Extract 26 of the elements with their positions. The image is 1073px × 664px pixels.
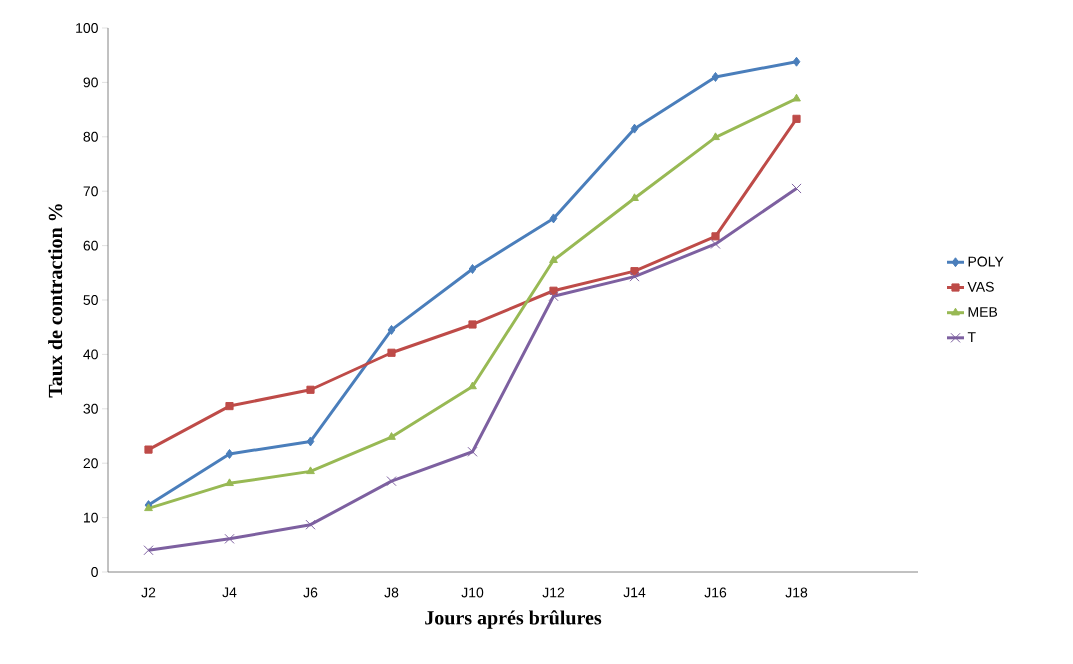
y-tick-label: 20 bbox=[83, 458, 98, 469]
y-tick-label: 60 bbox=[83, 240, 98, 251]
x-tick-label: J10 bbox=[461, 587, 484, 598]
y-tick-label: 40 bbox=[83, 349, 98, 360]
y-axis-title: Taux de contraction % bbox=[48, 204, 63, 398]
y-tick-label: 90 bbox=[83, 77, 98, 88]
x-tick-label: J2 bbox=[141, 587, 156, 598]
x-tick-label: J6 bbox=[303, 587, 318, 598]
x-tick-label: J8 bbox=[384, 587, 399, 598]
y-tick-label: 80 bbox=[83, 131, 98, 142]
y-tick-label: 30 bbox=[83, 403, 98, 414]
legend-label: T bbox=[967, 332, 976, 342]
legend-label: VAS bbox=[967, 281, 994, 292]
legend-label: POLY bbox=[968, 256, 1004, 267]
x-tick-label: J16 bbox=[704, 587, 727, 598]
x-tick-label: J18 bbox=[785, 587, 808, 598]
legend-label: MEB bbox=[968, 307, 998, 317]
y-tick-label: 50 bbox=[83, 295, 98, 305]
y-tick-label: 10 bbox=[83, 512, 98, 523]
y-tick-label: 100 bbox=[76, 23, 98, 33]
x-tick-label: J12 bbox=[542, 587, 565, 598]
y-tick-label: 70 bbox=[83, 186, 98, 197]
y-tick-label: 0 bbox=[91, 567, 98, 577]
x-tick-label: J4 bbox=[222, 587, 237, 598]
x-tick-label: J14 bbox=[623, 587, 646, 598]
x-axis-title: Jours aprés brûlures bbox=[425, 610, 602, 629]
